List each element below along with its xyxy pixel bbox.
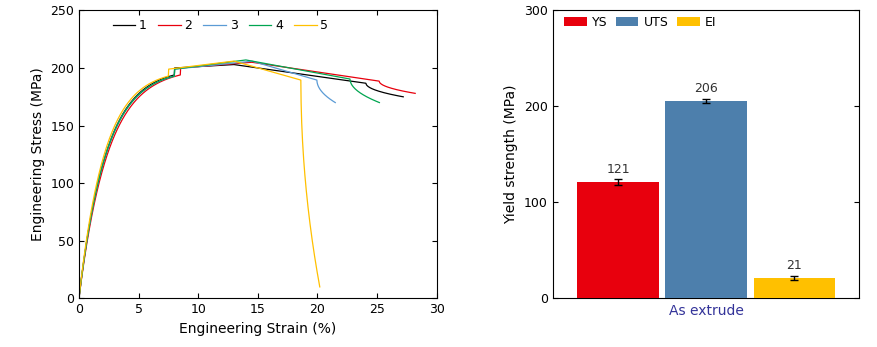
4	[231, 59, 241, 63]
1	[398, 95, 409, 99]
3	[257, 62, 267, 66]
1	[74, 296, 84, 301]
2	[329, 73, 339, 77]
4	[374, 101, 385, 105]
5	[272, 71, 282, 76]
5	[257, 67, 267, 71]
1	[229, 62, 239, 67]
Line: 1: 1	[79, 65, 403, 298]
Bar	[577, 182, 659, 298]
4	[74, 296, 84, 301]
Line: 4: 4	[79, 60, 380, 298]
3	[74, 296, 84, 301]
3	[246, 59, 257, 63]
3	[138, 89, 148, 93]
2	[410, 91, 420, 95]
5	[229, 59, 239, 63]
4	[265, 62, 275, 66]
Legend: 1, 2, 3, 4, 5: 1, 2, 3, 4, 5	[111, 17, 331, 35]
1	[314, 75, 324, 79]
5	[244, 64, 254, 68]
2	[141, 88, 152, 92]
Line: 5: 5	[79, 61, 320, 298]
1	[285, 70, 296, 75]
5	[74, 296, 84, 301]
1	[138, 88, 148, 92]
3	[236, 60, 246, 64]
1	[260, 67, 270, 71]
Text: 21: 21	[787, 260, 802, 272]
Text: 121: 121	[606, 162, 630, 176]
4	[240, 58, 251, 62]
4	[138, 89, 148, 93]
Y-axis label: Yield strength (MPa): Yield strength (MPa)	[504, 85, 518, 224]
2	[301, 68, 311, 73]
2	[74, 296, 84, 301]
Y-axis label: Engineering Stress (MPa): Engineering Stress (MPa)	[31, 68, 45, 241]
Line: 3: 3	[79, 61, 335, 298]
X-axis label: Engineering Strain (%): Engineering Strain (%)	[179, 322, 337, 336]
3	[275, 67, 285, 71]
3	[330, 101, 340, 105]
4	[257, 61, 267, 65]
Bar	[753, 278, 835, 298]
5	[220, 60, 231, 64]
Legend: YS, UTS, EI: YS, UTS, EI	[560, 11, 721, 34]
2	[276, 65, 287, 69]
4	[308, 70, 318, 74]
Line: 2: 2	[79, 62, 415, 298]
1	[221, 63, 232, 67]
X-axis label: As extrude: As extrude	[669, 304, 744, 318]
2	[246, 60, 257, 64]
5	[133, 89, 144, 93]
3	[261, 64, 272, 68]
4	[285, 66, 296, 70]
5	[315, 285, 325, 289]
2	[267, 63, 277, 67]
1	[249, 65, 260, 69]
3	[289, 71, 299, 76]
Text: 206: 206	[695, 82, 718, 95]
Bar	[666, 101, 747, 298]
5	[239, 62, 250, 66]
2	[237, 61, 247, 65]
